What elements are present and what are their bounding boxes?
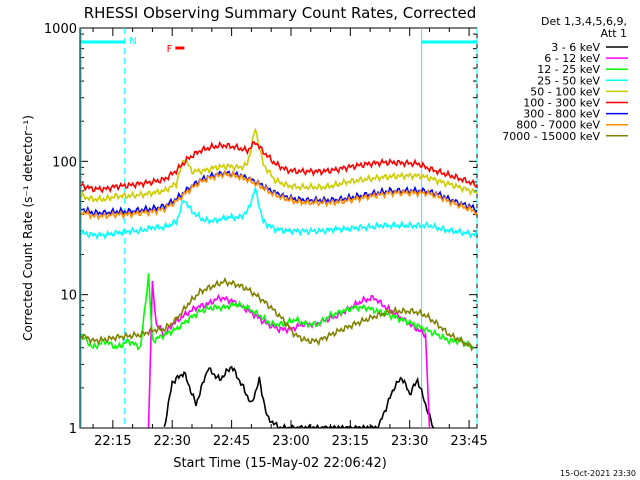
y-axis-label: Corrected Count Rate (s⁻¹ detector⁻¹): [21, 115, 35, 341]
y-tick-label: 1: [69, 422, 77, 437]
legend-entry-label: 3 - 6 keV: [551, 41, 600, 54]
x-tick-label: 23:15: [332, 434, 369, 449]
x-tick-label: 22:15: [94, 434, 131, 449]
flag-label: N: [129, 36, 136, 47]
y-tick-label: 100: [52, 155, 77, 170]
series-line: [80, 141, 477, 194]
legend-entry-label: 300 - 800 keV: [523, 108, 600, 121]
legend-entry-label: 7000 - 15000 keV: [502, 130, 600, 143]
series-line: [80, 276, 474, 352]
legend-entry-label: 12 - 25 keV: [537, 63, 600, 76]
legend-entry-label: 6 - 12 keV: [544, 52, 600, 65]
legend-entry-label: 800 - 7000 keV: [516, 119, 600, 132]
legend-header: Det 1,3,4,5,6,9,: [541, 15, 627, 28]
series-line: [80, 185, 477, 241]
legend-entry-label: 25 - 50 keV: [537, 74, 600, 87]
legend-entry-label: 100 - 300 keV: [523, 97, 600, 110]
y-tick-label: 1000: [44, 22, 77, 37]
y-tick-label: 10: [60, 289, 77, 304]
x-tick-label: 23:00: [272, 434, 309, 449]
chart-title: RHESSI Observing Summary Count Rates, Co…: [84, 4, 477, 22]
annotation-layer: NF: [80, 28, 478, 428]
axis-ticks: 1 10 100 1000 22:15 22:30 22:45 23:00 23:15 23:30…: [44, 22, 488, 449]
x-tick-label: 23:45: [450, 434, 487, 449]
footer-timestamp: 15-Oct-2021 23:30: [560, 469, 636, 478]
flag-label: F: [167, 44, 173, 55]
x-tick-label: 22:45: [213, 434, 250, 449]
series-line: [80, 127, 477, 203]
x-tick-label: 22:30: [153, 434, 190, 449]
series-layer: [80, 127, 477, 428]
x-tick-label: 23:30: [391, 434, 428, 449]
x-axis-label: Start Time (15-May-02 22:06:42): [173, 456, 387, 471]
series-line: [163, 365, 435, 428]
series-line: [80, 273, 474, 351]
series-line: [81, 169, 477, 218]
series-line: [80, 169, 477, 221]
legend-header: Att 1: [601, 27, 627, 40]
legend-entry-label: 50 - 100 keV: [530, 85, 600, 98]
